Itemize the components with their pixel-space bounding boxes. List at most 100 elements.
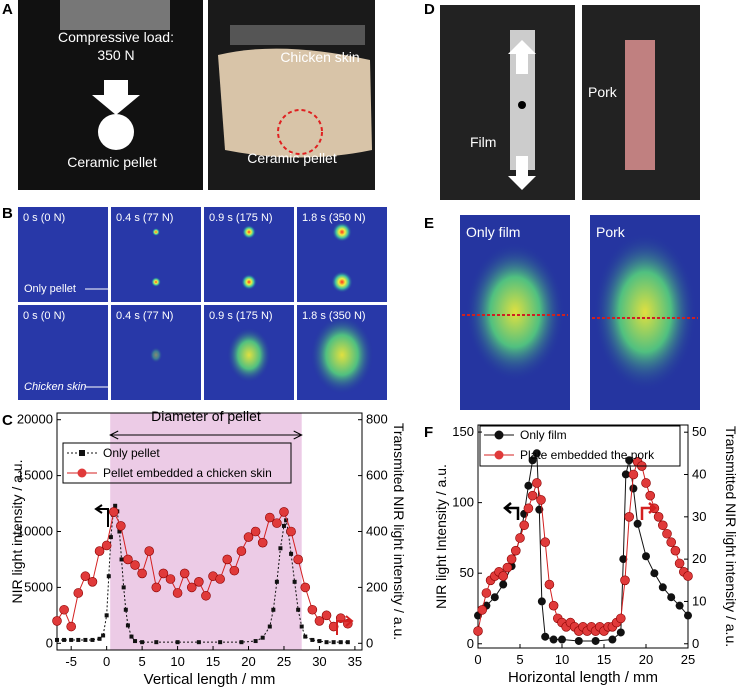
series-line (477, 451, 689, 642)
point (108, 535, 113, 540)
point (666, 537, 677, 548)
point (321, 610, 332, 621)
point (289, 551, 294, 556)
plot-frame (477, 424, 689, 649)
caption: Chicken skin (24, 381, 86, 393)
point (675, 601, 684, 610)
point (625, 456, 634, 465)
point (519, 520, 530, 531)
x-tick-label: 25 (681, 652, 695, 667)
series-line (477, 460, 689, 632)
glow (149, 347, 163, 363)
point (264, 512, 275, 523)
point (531, 478, 542, 488)
arrow (94, 504, 109, 527)
point (218, 640, 223, 645)
x-tick-label: 15 (597, 652, 611, 667)
glow (310, 315, 374, 395)
point (310, 637, 315, 642)
text: Chicken skin (280, 49, 359, 65)
point (502, 562, 513, 573)
point (62, 637, 67, 642)
point (260, 635, 265, 640)
point (87, 577, 98, 587)
image (18, 207, 108, 302)
point (116, 521, 126, 531)
point (286, 526, 296, 537)
point (272, 518, 282, 528)
point (69, 637, 74, 642)
point (684, 611, 692, 620)
point (324, 640, 329, 645)
point (499, 580, 508, 589)
point (175, 640, 180, 645)
point (59, 604, 69, 615)
y2-tick-label: 40 (692, 467, 706, 482)
x-tick-label: 20 (241, 654, 255, 669)
x-tick-label: 5 (516, 652, 523, 667)
series-line (57, 504, 348, 643)
point (186, 582, 197, 593)
x-tick-label: 25 (277, 654, 291, 669)
y2-tick-label: 30 (692, 509, 706, 524)
text: 350 N (97, 47, 134, 63)
point (229, 565, 240, 576)
press-plate (60, 0, 170, 30)
point (540, 537, 551, 548)
point (629, 484, 638, 493)
point (94, 546, 105, 556)
point (608, 635, 617, 644)
point (293, 554, 303, 565)
y-tick-label: 0 (467, 636, 474, 651)
y-tick-label: 5000 (24, 579, 53, 594)
point (172, 588, 183, 598)
y-tick-label: 0 (46, 635, 53, 650)
legend-marker (494, 430, 504, 440)
point (338, 640, 343, 645)
point (52, 616, 62, 626)
point (674, 558, 685, 569)
point (527, 490, 538, 501)
point (328, 621, 339, 632)
shaded-region (110, 413, 302, 650)
glow (332, 222, 352, 242)
point (253, 639, 258, 644)
panel-label: B (2, 205, 13, 222)
point (670, 545, 681, 556)
point (481, 588, 492, 598)
panel-label: C (2, 412, 13, 429)
point (558, 635, 566, 644)
point (307, 604, 318, 615)
point (281, 523, 286, 528)
y2-tick-label: 20 (692, 551, 706, 566)
caption: 0 s (0 N) (23, 310, 65, 322)
point (257, 537, 268, 548)
point (119, 557, 124, 562)
arrow (336, 615, 354, 635)
point (137, 568, 147, 579)
caption: 1.8 s (350 N) (302, 310, 366, 322)
legend-label: Only film (520, 428, 567, 442)
annotation-arrow (109, 430, 303, 440)
point (279, 507, 289, 517)
point (662, 528, 672, 539)
point (90, 637, 95, 642)
point (278, 546, 283, 551)
y2-tick-label: 800 (366, 412, 388, 427)
point (196, 640, 201, 645)
glow (226, 327, 272, 383)
point (108, 507, 119, 517)
glow (241, 274, 257, 290)
point (490, 593, 499, 602)
point (620, 575, 630, 586)
y2-tick-label: 50 (692, 424, 706, 439)
caption: 0.9 s (175 N) (209, 310, 273, 322)
point (165, 574, 176, 584)
point (633, 519, 642, 528)
y2-tick-label: 600 (366, 468, 388, 483)
x-axis-label: Vertical length / mm (144, 671, 276, 688)
image (18, 305, 108, 400)
point (55, 637, 59, 642)
point (158, 568, 169, 579)
